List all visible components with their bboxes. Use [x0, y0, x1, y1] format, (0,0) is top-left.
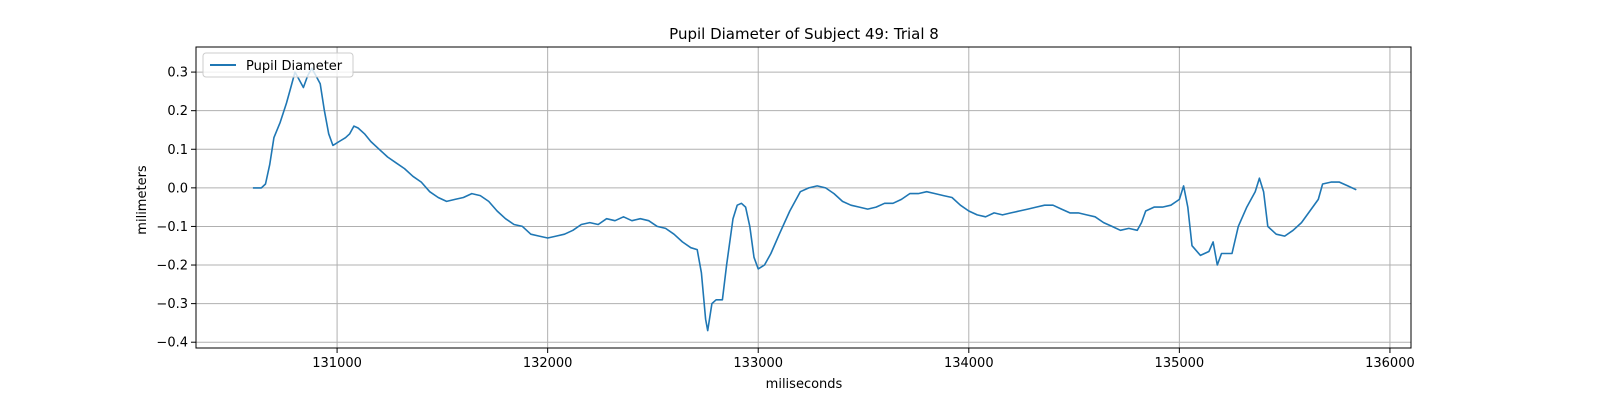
x-tick-label: 136000 [1365, 356, 1415, 371]
x-tick-label: 133000 [733, 356, 783, 371]
legend: Pupil Diameter [202, 52, 354, 78]
series-layer [252, 67, 1357, 332]
y-tick-label: 0.1 [167, 143, 188, 158]
chart-title: Pupil Diameter of Subject 49: Trial 8 [669, 25, 939, 43]
y-tick-label: 0.0 [167, 181, 188, 196]
y-tick-label: 0.2 [167, 104, 188, 119]
axes-frame [195, 46, 1412, 349]
legend-label: Pupil Diameter [246, 59, 343, 74]
x-axis-label: miliseconds [766, 377, 843, 392]
x-tick-label: 135000 [1155, 356, 1205, 371]
x-tick-label: 131000 [312, 356, 362, 371]
grid [196, 47, 1411, 348]
y-tick-label: −0.2 [156, 259, 188, 274]
x-tick-label: 132000 [523, 356, 573, 371]
y-tick-label: 0.3 [167, 66, 188, 81]
series-line-pupil-diameter [252, 67, 1357, 332]
y-tick-label: −0.3 [156, 297, 188, 312]
legend-box [202, 52, 354, 78]
y-axis-label: milimeters [135, 165, 150, 235]
x-tick-label: 134000 [944, 356, 994, 371]
y-tick-label: −0.1 [156, 220, 188, 235]
ticks: 131000 132000 133000 134000 135000 136000 −0.4… [156, 66, 1414, 371]
y-tick-label: −0.4 [156, 336, 188, 351]
